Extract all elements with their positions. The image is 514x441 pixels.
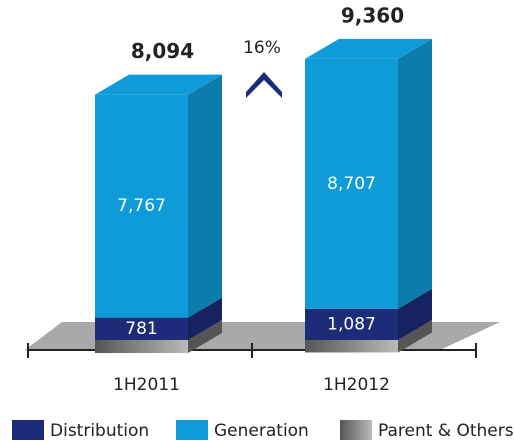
- bar-side: [398, 320, 432, 353]
- up-arrow: [246, 72, 282, 98]
- x-tick-label: 1H2012: [323, 375, 390, 395]
- bar: [95, 94, 188, 318]
- legend-label: Parent & Others: [378, 421, 514, 441]
- value-label: 1,087: [327, 314, 376, 334]
- bar-top: [95, 74, 222, 95]
- bar: [95, 340, 188, 354]
- legend-label: Distribution: [50, 421, 149, 441]
- total-label: 9,360: [341, 3, 404, 27]
- value-label: 8,707: [327, 174, 376, 194]
- value-label: 781: [125, 319, 157, 339]
- legend-swatch: [176, 420, 208, 440]
- bar-top: [305, 38, 432, 59]
- x-tick-label: 1H2011: [113, 375, 180, 395]
- value-label: 7,767: [117, 196, 166, 216]
- bar-side: [188, 74, 222, 318]
- bar: [305, 340, 398, 353]
- legend-swatch: [12, 420, 44, 440]
- bar-side: [398, 38, 432, 309]
- bar: [305, 308, 398, 340]
- annotation: 16%: [243, 38, 281, 58]
- total-label: 8,094: [131, 39, 194, 63]
- bar-side: [398, 288, 432, 340]
- legend-label: Generation: [214, 421, 309, 441]
- legend-swatch: [340, 420, 372, 440]
- bar-side: [188, 320, 222, 354]
- bar-side: [188, 297, 222, 340]
- bar: [305, 58, 398, 309]
- bar: [95, 317, 188, 340]
